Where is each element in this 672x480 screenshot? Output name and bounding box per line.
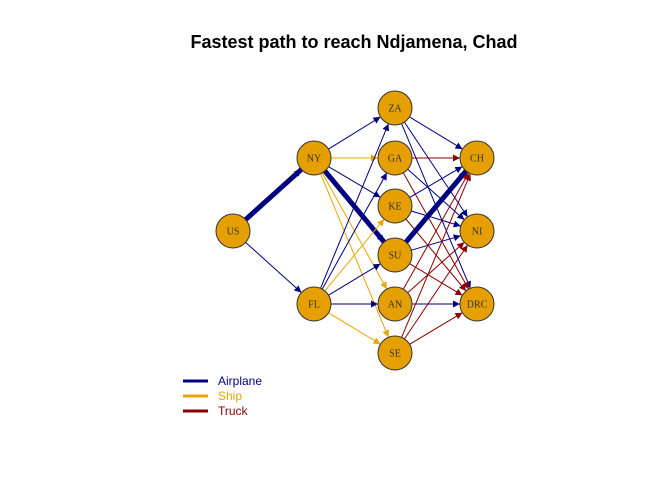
legend-item-ship: Ship: [183, 389, 242, 403]
node-ni: NI: [459, 213, 495, 249]
edge-fl-se: [328, 312, 381, 345]
node-circle: [377, 140, 413, 176]
edge-su-drc: [409, 263, 463, 296]
node-label: US: [227, 227, 240, 238]
node-za: ZA: [377, 90, 413, 126]
node-ga: GA: [377, 140, 413, 176]
node-label: FL: [308, 300, 320, 311]
legend-label: Ship: [218, 389, 242, 403]
legend-label: Airplane: [218, 374, 262, 388]
edge-ny-ke: [328, 166, 381, 198]
edge-za-ni: [403, 121, 469, 218]
node-circle: [459, 213, 495, 249]
edges-layer: [243, 116, 471, 345]
node-fl: FL: [296, 286, 332, 322]
node-label: AN: [388, 300, 402, 311]
edge-us-fl: [245, 242, 302, 293]
edge-ke-ch: [409, 166, 463, 198]
node-label: SE: [389, 349, 401, 360]
node-circle: [296, 140, 332, 176]
node-circle: [377, 90, 413, 126]
edge-se-drc: [409, 312, 463, 345]
node-circle: [459, 140, 495, 176]
edge-an-ni: [407, 241, 465, 294]
edge-se-ni: [404, 244, 468, 340]
node-us: US: [215, 213, 251, 249]
node-label: CH: [470, 154, 484, 165]
edge-ny-za: [328, 116, 381, 150]
edge-fl-ga: [321, 172, 388, 290]
node-label: NI: [472, 227, 483, 238]
nodes-layer: US NY FL ZA GA KE SU AN SE CH NI DRC: [215, 90, 495, 371]
node-drc: DRC: [459, 286, 495, 322]
node-label: DRC: [467, 300, 488, 311]
node-circle: [215, 213, 251, 249]
plot-title: Fastest path to reach Ndjamena, Chad: [190, 32, 517, 52]
node-label: GA: [388, 154, 403, 165]
node-ny: NY: [296, 140, 332, 176]
edge-su-ch: [404, 169, 468, 244]
edge-fl-za: [320, 123, 390, 289]
node-circle: [377, 237, 413, 273]
node-circle: [377, 188, 413, 224]
node-se: SE: [377, 335, 413, 371]
node-ch: CH: [459, 140, 495, 176]
legend-label: Truck: [218, 404, 249, 418]
node-label: KE: [388, 202, 401, 213]
node-circle: [296, 286, 332, 322]
legend-item-truck: Truck: [183, 404, 249, 418]
edge-fl-ke: [324, 218, 385, 292]
edge-us-ny: [243, 167, 304, 222]
legend-item-airplane: Airplane: [183, 374, 262, 388]
node-circle: [377, 286, 413, 322]
node-su: SU: [377, 237, 413, 273]
node-label: SU: [389, 251, 403, 262]
node-circle: [459, 286, 495, 322]
node-circle: [377, 335, 413, 371]
edge-fl-su: [328, 263, 381, 296]
edge-za-ch: [409, 116, 463, 150]
node-label: ZA: [388, 104, 402, 115]
node-an: AN: [377, 286, 413, 322]
node-ke: KE: [377, 188, 413, 224]
node-label: NY: [307, 154, 321, 165]
edge-ke-ni: [411, 210, 461, 228]
edge-an-ch: [402, 172, 470, 290]
edge-su-ni: [411, 234, 461, 251]
edge-se-ch: [401, 173, 471, 338]
